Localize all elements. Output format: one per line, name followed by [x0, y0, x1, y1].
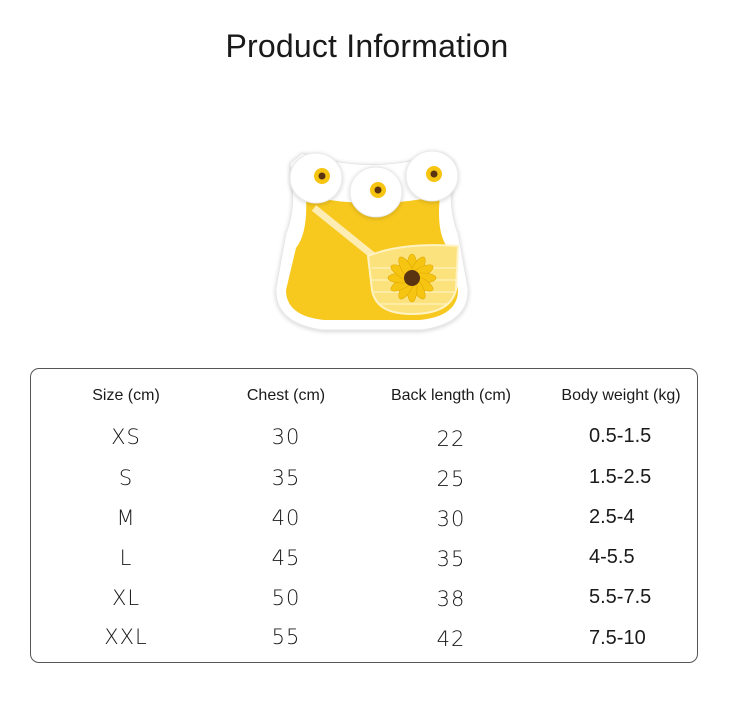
row-l-chest: 45 — [271, 546, 301, 570]
row-xl-chest: 50 — [271, 586, 301, 610]
row-xl-weight: 5.5-7.5 — [589, 586, 652, 608]
row-xxl-back: 42 — [436, 627, 466, 651]
row-xxl-size: XXL — [104, 625, 148, 649]
row-xs-chest: 30 — [271, 425, 301, 449]
row-l-size: L — [119, 546, 133, 570]
collar-sunflowers — [314, 166, 442, 198]
row-xs-weight: 0.5-1.5 — [589, 425, 652, 447]
row-xs-size: XS — [111, 425, 141, 449]
row-xs-back: 22 — [436, 427, 466, 451]
row-s-size: S — [118, 466, 134, 490]
row-xxl-weight: 7.5-10 — [589, 627, 646, 649]
row-s-weight: 1.5-2.5 — [589, 466, 652, 488]
row-xl-size: XL — [111, 586, 141, 610]
pet-vest-image — [275, 150, 469, 331]
row-l-back: 35 — [436, 547, 466, 571]
header-chest: Chest (cm) — [246, 387, 326, 404]
header-body-weight: Body weight (kg) — [561, 387, 681, 404]
row-m-size: M — [116, 506, 136, 530]
row-s-chest: 35 — [271, 466, 301, 490]
header-back-length: Back length (cm) — [390, 387, 512, 404]
page-title: Product Information — [225, 28, 509, 64]
header-size: Size (cm) — [92, 387, 160, 404]
bag-sunflower-icon — [387, 253, 437, 303]
row-xxl-chest: 55 — [271, 625, 301, 649]
row-m-chest: 40 — [271, 506, 301, 530]
row-s-back: 25 — [436, 467, 466, 491]
row-xl-back: 38 — [436, 587, 466, 611]
row-l-weight: 4-5.5 — [589, 546, 635, 568]
row-m-weight: 2.5-4 — [589, 506, 635, 528]
size-table: Size (cm) Chest (cm) Back length (cm) Bo… — [30, 368, 698, 663]
row-m-back: 30 — [436, 507, 466, 531]
